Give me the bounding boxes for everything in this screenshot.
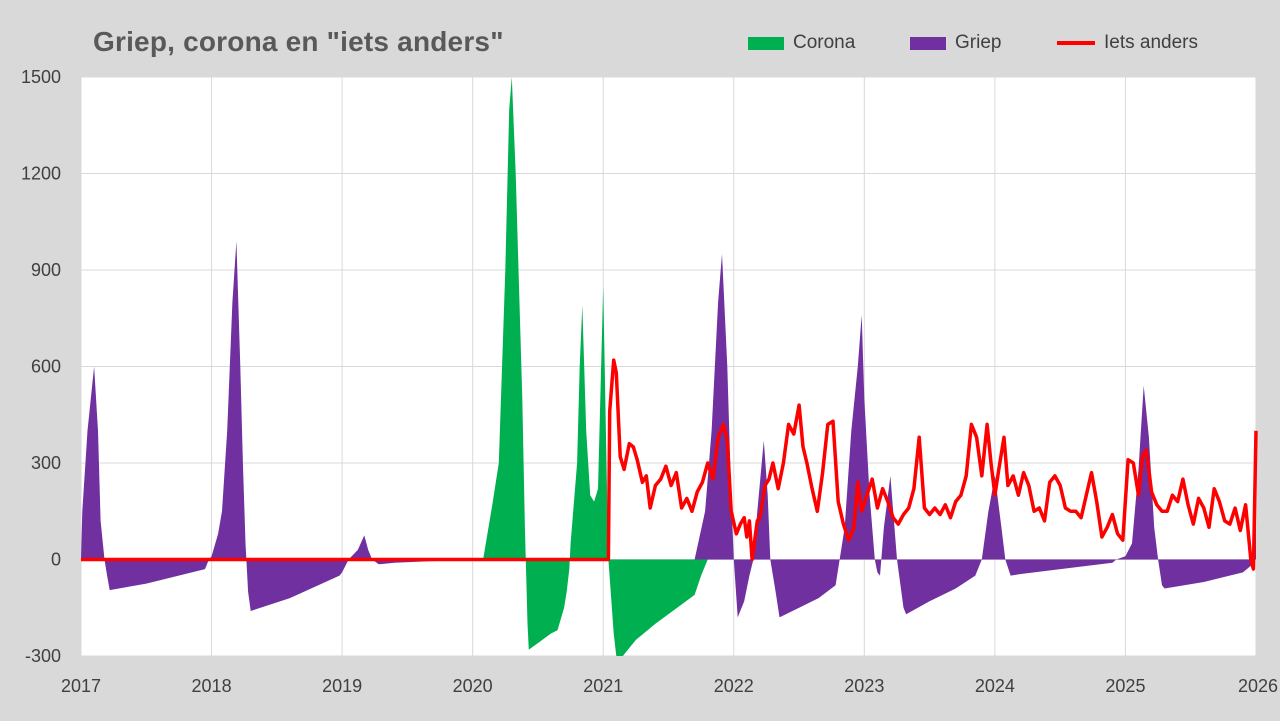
legend-item-corona: Corona xyxy=(748,32,855,54)
x-tick-label: 2025 xyxy=(1105,676,1145,696)
x-tick-label: 2023 xyxy=(844,676,884,696)
x-tick-label: 2019 xyxy=(322,676,362,696)
y-tick-label: 1200 xyxy=(21,164,61,184)
legend-item-griep: Griep xyxy=(910,32,1001,54)
legend-swatch-iets-anders xyxy=(1057,41,1095,45)
legend-label-griep: Griep xyxy=(955,32,1002,53)
y-tick-label: 900 xyxy=(31,260,61,280)
legend-label-corona: Corona xyxy=(793,32,856,53)
legend-swatch-corona xyxy=(748,36,784,50)
x-tick-label: 2024 xyxy=(975,676,1015,696)
x-tick-label: 2022 xyxy=(714,676,754,696)
legend-label-iets-anders: Iets anders xyxy=(1104,32,1198,53)
x-tick-label: 2020 xyxy=(453,676,493,696)
x-tick-label: 2018 xyxy=(192,676,232,696)
axis-layer: -300 0 300 600 900 1200 1500 2017 2018 2019 2020 20… xyxy=(21,67,1278,696)
series-layer xyxy=(81,77,1258,656)
x-tick-label: 2017 xyxy=(61,676,101,696)
x-tick-label: 2021 xyxy=(583,676,623,696)
chart-title: Griep, corona en "iets anders" xyxy=(93,26,504,57)
legend-swatch-griep xyxy=(910,36,946,50)
legend-item-iets-anders: Iets anders xyxy=(1057,32,1198,54)
y-tick-label: 1500 xyxy=(21,67,61,87)
series-line-iets-anders xyxy=(81,358,1258,571)
x-tick-label: 2026 xyxy=(1238,676,1278,696)
y-tick-label: 0 xyxy=(51,550,61,570)
y-tick-label: 300 xyxy=(31,453,61,473)
y-tick-label: 600 xyxy=(31,357,61,377)
y-tick-label: -300 xyxy=(25,646,61,666)
